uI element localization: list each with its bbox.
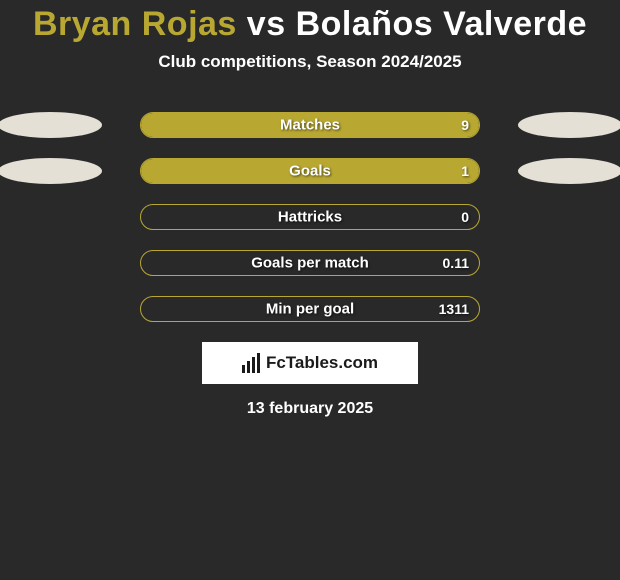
stat-value: 1311 [439,301,469,317]
stat-rows: Matches 9 Goals 1 Hattricks 0 Goals per match 0… [0,112,620,322]
stat-bar: Goals per match 0.11 [140,250,480,276]
chart-icon [242,353,260,373]
comparison-container: Bryan Rojas vs Bolaños Valverde Club com… [0,0,620,418]
stat-label: Hattricks [278,209,342,226]
stat-row: Goals per match 0.11 [0,250,620,276]
stat-label: Min per goal [266,301,354,318]
stat-row: Matches 9 [0,112,620,138]
stat-bar: Matches 9 [140,112,480,138]
stat-bar: Hattricks 0 [140,204,480,230]
stat-label: Matches [280,117,340,134]
stat-row: Hattricks 0 [0,204,620,230]
date-text: 13 february 2025 [0,400,620,418]
player2-name: Bolaños Valverde [296,5,587,43]
stat-bar: Min per goal 1311 [140,296,480,322]
right-ellipse [518,158,620,184]
footer-logo: FcTables.com [202,342,418,384]
right-ellipse [518,112,620,138]
page-title: Bryan Rojas vs Bolaños Valverde [0,5,620,44]
stat-bar: Goals 1 [140,158,480,184]
stat-value: 0 [461,209,469,225]
subtitle: Club competitions, Season 2024/2025 [0,52,620,72]
stat-row: Min per goal 1311 [0,296,620,322]
left-ellipse [0,158,102,184]
stat-value: 1 [461,163,469,179]
stat-value: 0.11 [443,255,469,271]
stat-value: 9 [461,117,469,133]
left-ellipse [0,112,102,138]
player1-name: Bryan Rojas [33,5,237,43]
logo-text: FcTables.com [266,353,378,373]
vs-text: vs [247,5,286,43]
stat-row: Goals 1 [0,158,620,184]
stat-label: Goals per match [251,255,369,272]
stat-label: Goals [289,163,331,180]
